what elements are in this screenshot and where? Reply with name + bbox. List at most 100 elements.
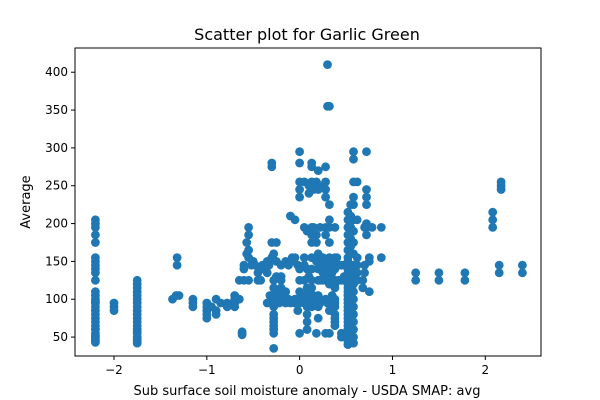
scatter-point bbox=[496, 185, 506, 194]
scatter-point bbox=[295, 158, 304, 168]
scatter-point bbox=[362, 230, 371, 240]
scatter-point bbox=[358, 283, 368, 293]
scatter-point bbox=[312, 230, 321, 240]
y-tick-label: 400 bbox=[45, 65, 68, 79]
scatter-point bbox=[330, 283, 340, 293]
scatter-point bbox=[290, 253, 300, 262]
scatter-point bbox=[313, 313, 323, 323]
scatter-point bbox=[349, 147, 358, 157]
scatter-point bbox=[91, 338, 100, 347]
scatter-point bbox=[330, 223, 340, 232]
scatter-point bbox=[91, 238, 100, 247]
scatter-point bbox=[202, 313, 212, 323]
scatter-point bbox=[325, 101, 334, 111]
scatter-point bbox=[376, 253, 386, 262]
scatter-point bbox=[293, 306, 303, 315]
scatter-point bbox=[323, 60, 332, 69]
y-tick-label: 350 bbox=[45, 103, 68, 117]
scatter-point bbox=[188, 302, 198, 312]
scatter-point bbox=[349, 302, 358, 312]
scatter-point bbox=[269, 249, 279, 259]
scatter-point bbox=[91, 230, 100, 240]
scatter-point bbox=[267, 162, 277, 172]
scatter-point bbox=[230, 302, 240, 312]
scatter-point bbox=[349, 200, 358, 210]
scatter-point bbox=[362, 192, 371, 202]
scatter-point bbox=[488, 207, 498, 217]
scatter-point bbox=[91, 275, 100, 285]
scatter-point bbox=[349, 192, 358, 202]
scatter-point bbox=[256, 275, 266, 285]
scatter-point bbox=[332, 253, 342, 262]
scatter-point bbox=[349, 338, 358, 348]
scatter-point bbox=[262, 298, 272, 308]
scatter-point bbox=[237, 330, 247, 340]
scatter-point bbox=[307, 264, 317, 274]
scatter-point bbox=[349, 325, 358, 334]
scatter-point bbox=[362, 147, 371, 157]
scatter-point bbox=[325, 238, 334, 247]
scatter-point bbox=[269, 344, 279, 353]
scatter-point bbox=[488, 215, 498, 225]
scatter-point bbox=[295, 192, 304, 202]
scatter-point bbox=[325, 328, 334, 338]
scatter-point bbox=[411, 268, 421, 278]
scatter-point bbox=[362, 185, 371, 194]
scatter-point bbox=[250, 260, 260, 270]
scatter-point bbox=[494, 268, 504, 278]
scatter-point bbox=[269, 275, 279, 285]
scatter-point bbox=[91, 223, 100, 232]
scatter-point bbox=[364, 257, 374, 266]
scatter-point bbox=[272, 238, 281, 247]
y-tick-label: 200 bbox=[45, 217, 68, 231]
scatter-point bbox=[488, 223, 498, 232]
x-axis-label: Sub surface soil moisture anomaly - USDA… bbox=[134, 384, 481, 399]
scatter-point bbox=[358, 275, 368, 285]
scatter-point bbox=[262, 268, 272, 278]
scatter-point bbox=[290, 215, 300, 225]
scatter-point bbox=[307, 275, 317, 285]
scatter-point bbox=[494, 260, 504, 270]
scatter-point bbox=[295, 328, 304, 338]
scatter-point bbox=[312, 238, 321, 247]
scatter-point bbox=[349, 238, 358, 247]
scatter-point bbox=[362, 200, 371, 210]
scatter-point bbox=[460, 275, 470, 285]
scatter-point bbox=[307, 162, 317, 172]
scatter-point bbox=[174, 291, 184, 300]
scatter-point bbox=[295, 147, 304, 157]
scatter-point bbox=[211, 310, 221, 319]
scatter-point bbox=[518, 260, 527, 270]
scatter-point bbox=[239, 264, 249, 274]
x-tick-label: 1 bbox=[389, 363, 397, 377]
scatter-point bbox=[349, 310, 358, 319]
scatter-point bbox=[321, 177, 330, 187]
scatter-point bbox=[352, 260, 362, 270]
y-tick-label: 250 bbox=[45, 179, 68, 193]
scatter-point bbox=[269, 328, 279, 338]
y-axis-label: Average bbox=[19, 175, 34, 228]
scatter-point bbox=[276, 275, 286, 285]
scatter-point bbox=[244, 230, 254, 240]
scatter-point bbox=[352, 253, 362, 262]
x-tick-label: −1 bbox=[198, 363, 216, 377]
scatter-point bbox=[349, 294, 358, 304]
scatter-point bbox=[312, 328, 321, 338]
scatter-point bbox=[299, 253, 309, 262]
scatter-point bbox=[337, 332, 346, 342]
scatter-point bbox=[360, 268, 369, 278]
scatter-point bbox=[172, 253, 182, 262]
scatter-point bbox=[349, 154, 358, 164]
chart-title: Scatter plot for Garlic Green bbox=[194, 25, 420, 44]
scatter-point bbox=[264, 260, 274, 270]
scatter-point bbox=[325, 215, 334, 225]
scatter-point bbox=[244, 223, 254, 232]
scatter-point bbox=[367, 223, 377, 232]
scatter-point bbox=[325, 200, 334, 210]
x-tick-label: −2 bbox=[105, 363, 123, 377]
scatter-point bbox=[313, 166, 323, 176]
x-tick-label: 2 bbox=[481, 363, 489, 377]
scatter-point bbox=[244, 245, 254, 255]
